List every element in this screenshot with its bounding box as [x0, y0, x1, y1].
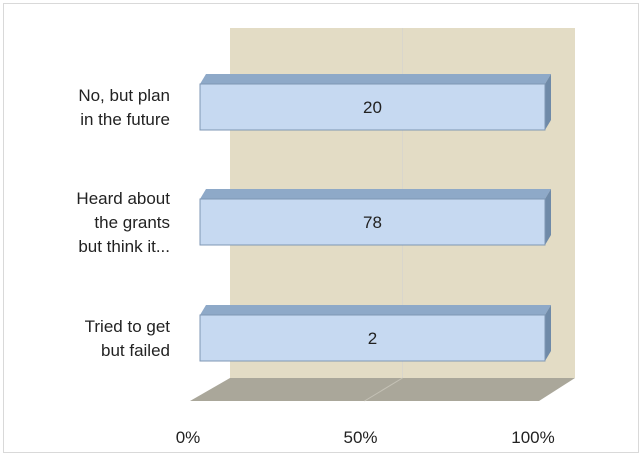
bar-3: 2	[199, 305, 551, 362]
bars: 20 78 2	[199, 74, 551, 362]
category-label-line: Tried to get	[85, 317, 171, 336]
bar-side-face	[545, 305, 551, 361]
category-label-line: No, but plan	[78, 86, 170, 105]
bar-top-face	[200, 74, 551, 84]
floor-gridline-50	[364, 377, 403, 402]
category-label-line: the grants	[94, 213, 170, 232]
category-label-line: but think it...	[78, 237, 170, 256]
x-tick-label: 100%	[511, 428, 554, 447]
bar-front-face	[199, 314, 546, 362]
floor	[190, 378, 575, 401]
category-labels: No, but plan in the future Heard about the …	[76, 86, 170, 360]
bar-value-label: 2	[368, 329, 377, 348]
bar-2: 78	[199, 189, 551, 246]
bar-1: 20	[199, 74, 551, 131]
bar-side-face	[545, 74, 551, 130]
bar-top-face	[200, 305, 551, 315]
bar-top-face	[200, 189, 551, 199]
bar-value-label: 78	[363, 213, 382, 232]
bar-side-face	[545, 189, 551, 245]
bar-value-label: 20	[363, 98, 382, 117]
category-label-line: in the future	[80, 110, 170, 129]
category-label: No, but plan in the future	[78, 86, 170, 129]
category-label: Tried to get but failed	[85, 317, 171, 360]
category-label-line: Heard about	[76, 189, 170, 208]
x-tick-label: 0%	[176, 428, 201, 447]
bar-front-face	[199, 198, 546, 246]
bar-front-face	[199, 83, 546, 131]
x-tick-label: 50%	[343, 428, 377, 447]
category-label: Heard about the grants but think it...	[76, 189, 170, 256]
category-label-line: but failed	[101, 341, 170, 360]
x-tick-labels: 0% 50% 100%	[176, 428, 555, 447]
